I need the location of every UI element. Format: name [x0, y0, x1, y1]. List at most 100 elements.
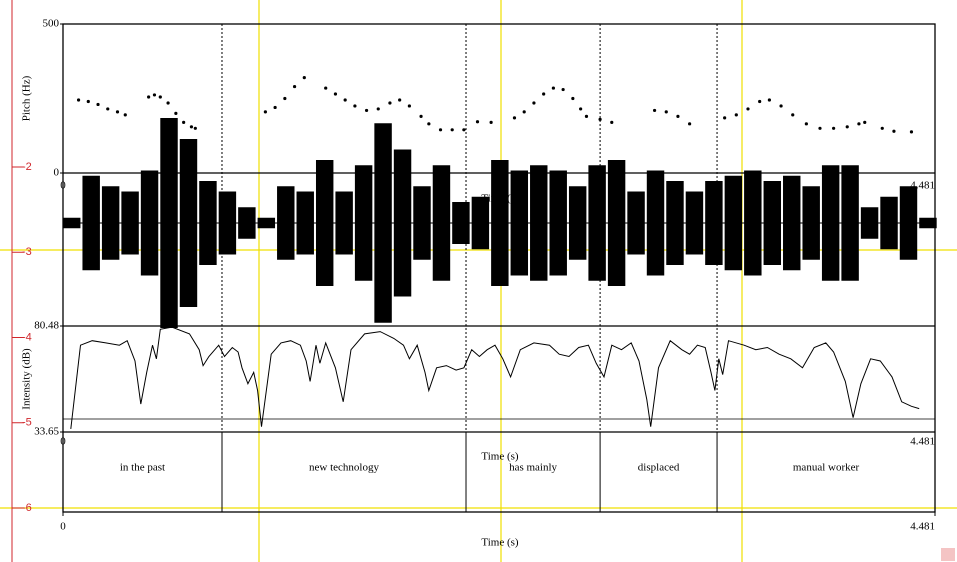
waveform-segment — [452, 202, 470, 244]
pitch-point — [723, 116, 727, 120]
waveform-segment — [218, 191, 237, 255]
pitch-point — [152, 93, 157, 97]
waveform-segment — [199, 181, 217, 265]
pitch-point — [388, 101, 392, 105]
pitch-point — [512, 116, 517, 120]
pitch-point — [106, 107, 110, 111]
pitch-point — [115, 110, 120, 114]
pitch-point — [353, 104, 357, 108]
waveform-segment — [724, 175, 743, 271]
pitch-point — [832, 126, 836, 130]
intensity-curve — [70, 326, 920, 429]
pitch-point — [166, 101, 170, 105]
waveform-segment — [257, 217, 276, 229]
y-tick-label: 0 — [54, 167, 60, 179]
pitch-point — [462, 128, 466, 132]
pitch-point — [584, 114, 589, 118]
corner-marker — [941, 548, 955, 561]
pitch-point — [438, 128, 443, 132]
y-tick-label: 500 — [43, 18, 60, 30]
pitch-point — [376, 107, 380, 111]
pitch-point — [676, 114, 680, 118]
waveform-segment — [666, 181, 684, 265]
waveform-segment — [744, 170, 762, 276]
waveform-segment — [588, 165, 606, 281]
interval-label: new technology — [309, 462, 379, 474]
waveform-segment — [821, 165, 840, 281]
pitch-point — [76, 98, 81, 102]
pitch-point — [292, 84, 297, 89]
waveform-segment — [491, 160, 509, 286]
pitch-point — [579, 107, 583, 111]
waveform-segment — [238, 207, 256, 239]
pitch-point — [892, 129, 896, 133]
waveform-segment — [802, 186, 820, 260]
waveform-segment — [101, 186, 120, 260]
waveform-segment — [179, 139, 198, 307]
interval-label: manual worker — [793, 462, 860, 474]
pitch-point — [610, 120, 614, 124]
x-tick-label: 4.481 — [910, 521, 935, 533]
pitch-point — [364, 108, 369, 113]
pitch-point — [182, 120, 186, 124]
pitch-point — [598, 117, 602, 121]
waveform-segment — [627, 191, 645, 255]
x-axis-label: Time (s) — [481, 451, 519, 463]
pitch-point — [333, 92, 338, 96]
pitch-point — [863, 120, 867, 124]
pitch-point — [86, 99, 90, 104]
y-axis-label: Pitch (Hz) — [21, 75, 33, 121]
pitch-point — [427, 122, 431, 126]
waveform-segment — [899, 186, 918, 260]
pitch-point — [450, 128, 454, 132]
pitch-point — [283, 96, 287, 101]
waveform-segment — [315, 160, 334, 286]
pitch-point — [123, 113, 127, 117]
pitch-point — [96, 102, 100, 107]
pitch-point — [688, 122, 692, 126]
waveform-segment — [140, 170, 159, 276]
pitch-point — [475, 120, 480, 124]
pitch-point — [791, 113, 795, 117]
pitch-point — [818, 126, 822, 130]
waveform-segment — [530, 165, 548, 281]
pitch-point — [779, 104, 783, 108]
interval-label: displaced — [638, 462, 680, 474]
waveform-segment — [646, 170, 665, 276]
pitch-point — [158, 95, 162, 99]
pitch-point — [909, 130, 914, 134]
waveform-segment — [121, 191, 139, 255]
frame — [62, 23, 936, 513]
pitch-point — [522, 110, 526, 114]
waveform-segment — [296, 191, 314, 255]
interval-label: has mainly — [509, 462, 557, 474]
x-tick-label: 0 — [60, 436, 66, 448]
pitch-point — [324, 86, 328, 90]
waveform-segment — [510, 170, 529, 276]
waveform-segment — [432, 165, 451, 281]
pitch-point — [845, 125, 849, 129]
waveform-segment — [82, 175, 100, 271]
waveform-segment — [393, 149, 412, 297]
pitch-point — [561, 87, 565, 92]
waveform-segment — [685, 191, 704, 255]
waveform-segment — [413, 186, 431, 260]
pitch-point — [880, 126, 884, 130]
pitch-point — [767, 98, 771, 102]
x-tick-label: 4.481 — [910, 436, 935, 448]
y-tick-label: 80.48 — [34, 320, 59, 332]
pitch-point — [664, 110, 668, 114]
waveform-segment — [374, 123, 392, 323]
y-tick-label: 33.65 — [34, 426, 59, 438]
pitch-point — [532, 101, 536, 105]
x-tick-label: 0 — [60, 180, 66, 192]
waveform-segment — [783, 175, 801, 271]
pitch-point — [489, 120, 493, 124]
waveform-segment — [919, 217, 937, 229]
ruler-label: -2 — [22, 161, 32, 173]
ruler-label: -3 — [22, 246, 32, 258]
pitch-point — [189, 125, 194, 129]
ruler-label: -4 — [22, 331, 32, 343]
pitch-point — [758, 99, 762, 104]
